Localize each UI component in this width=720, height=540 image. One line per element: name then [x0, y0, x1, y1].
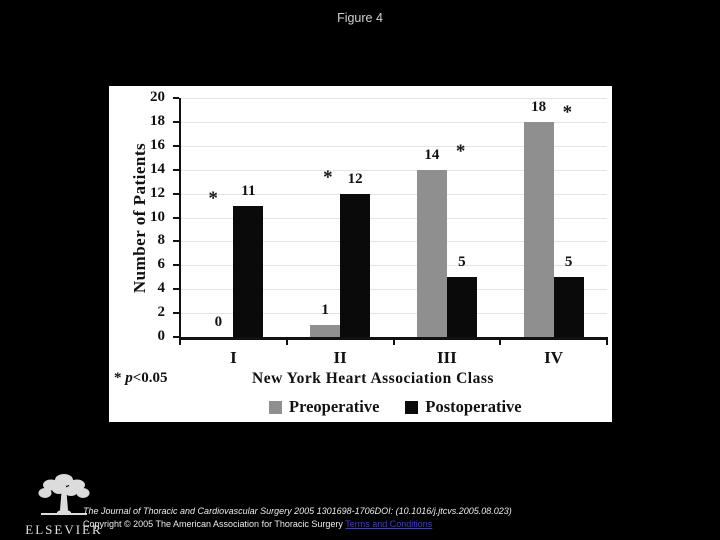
- x-axis-line: [179, 337, 608, 340]
- bar-value-label-preoperative-II: 1: [321, 302, 329, 319]
- y-tick-mark: [173, 192, 179, 195]
- bar-preoperative-II: [310, 325, 341, 337]
- y-tick-mark: [173, 288, 179, 291]
- gridline: [180, 313, 607, 315]
- elsevier-logo: ELSEVIER: [18, 472, 110, 538]
- bar-postoperative-IV: [553, 277, 584, 337]
- y-tick-mark: [173, 97, 179, 99]
- citation-line1: The Journal of Thoracic and Cardiovascul…: [83, 506, 512, 516]
- y-tick-label: 10: [150, 208, 165, 225]
- gridline: [180, 241, 607, 243]
- y-tick-mark: [173, 336, 179, 338]
- page-title: Figure 4: [337, 11, 383, 25]
- significance-asterisk-I: *: [208, 187, 218, 209]
- y-tick-label: 12: [150, 184, 165, 201]
- gridline: [180, 98, 607, 99]
- bar-value-label-postoperative-III: 5: [458, 254, 466, 271]
- gridline: [180, 193, 607, 195]
- gridline: [180, 169, 607, 171]
- y-tick-mark: [173, 240, 179, 243]
- legend-item-preoperative: Preoperative: [269, 397, 379, 417]
- figure-panel: Number of Patients New York Heart Associ…: [109, 86, 612, 422]
- citation-line2: Copyright © 2005 The American Associatio…: [83, 518, 512, 531]
- bar-postoperative-II: [340, 193, 371, 337]
- gridline: [180, 217, 607, 219]
- bar-preoperative-IV: [523, 121, 554, 337]
- y-tick-label: 2: [157, 304, 166, 321]
- y-tick-mark: [173, 264, 179, 267]
- copyright-text: Copyright © 2005 The American Associatio…: [83, 519, 346, 529]
- y-tick-label: 0: [157, 328, 166, 344]
- gridline: [180, 121, 607, 123]
- elsevier-tree-icon: [38, 474, 90, 515]
- bar-preoperative-III: [416, 169, 447, 337]
- bar-value-label-postoperative-I: 11: [241, 182, 256, 199]
- y-tick-label: 6: [157, 256, 166, 273]
- bar-value-label-preoperative-I: 0: [214, 314, 223, 330]
- bar-value-label-preoperative-IV: 18: [531, 98, 547, 115]
- y-tick-mark: [173, 312, 179, 315]
- significance-asterisk-II: *: [323, 167, 333, 189]
- category-label-III: III: [436, 348, 457, 367]
- gridline: [180, 289, 607, 291]
- x-axis-title: New York Heart Association Class: [252, 370, 494, 387]
- category-label-II: II: [333, 348, 347, 367]
- significance-asterisk-IV: *: [562, 101, 573, 123]
- category-label-I: I: [230, 348, 237, 367]
- y-tick-mark: [173, 120, 179, 123]
- postoperative-swatch-icon: [405, 400, 419, 414]
- bar-value-label-postoperative-II: 12: [347, 170, 363, 187]
- bar-postoperative-III: [446, 277, 477, 337]
- significance-note: * p<0.05: [114, 370, 204, 387]
- note-p: p: [125, 370, 133, 386]
- legend-item-postoperative: Postoperative: [405, 397, 522, 417]
- legend-label-preoperative: Preoperative: [289, 397, 380, 416]
- y-tick-label: 18: [150, 112, 165, 129]
- chart-legend: Preoperative Postoperative: [269, 397, 522, 417]
- y-tick-label: 14: [150, 160, 165, 177]
- x-tick-mark: [179, 340, 181, 345]
- note-threshold: <0.05: [132, 370, 168, 386]
- terms-link[interactable]: Terms and Conditions: [345, 519, 433, 529]
- gridline: [180, 145, 607, 147]
- bar-value-label-postoperative-IV: 5: [564, 254, 573, 271]
- y-tick-mark: [173, 144, 179, 147]
- x-tick-mark: [606, 340, 608, 345]
- y-tick-mark: [173, 216, 179, 219]
- x-tick-mark: [392, 340, 395, 345]
- note-star: *: [114, 370, 126, 386]
- y-axis-line: [179, 98, 181, 340]
- bar-value-label-preoperative-III: 14: [424, 146, 440, 163]
- significance-asterisk-III: *: [455, 140, 466, 162]
- preoperative-swatch-icon: [269, 400, 282, 414]
- category-label-IV: IV: [544, 348, 564, 367]
- legend-label-postoperative: Postoperative: [425, 397, 522, 416]
- y-tick-mark: [173, 168, 179, 171]
- x-tick-mark: [499, 340, 502, 345]
- x-tick-mark: [285, 340, 288, 345]
- gridline: [180, 265, 607, 267]
- y-tick-label: 20: [150, 89, 165, 105]
- publisher-name: ELSEVIER: [25, 522, 103, 537]
- y-tick-label: 8: [157, 232, 166, 249]
- y-tick-label: 16: [150, 136, 165, 153]
- citation: The Journal of Thoracic and Cardiovascul…: [83, 505, 512, 531]
- bar-postoperative-I: [233, 205, 264, 337]
- y-tick-label: 4: [157, 280, 166, 297]
